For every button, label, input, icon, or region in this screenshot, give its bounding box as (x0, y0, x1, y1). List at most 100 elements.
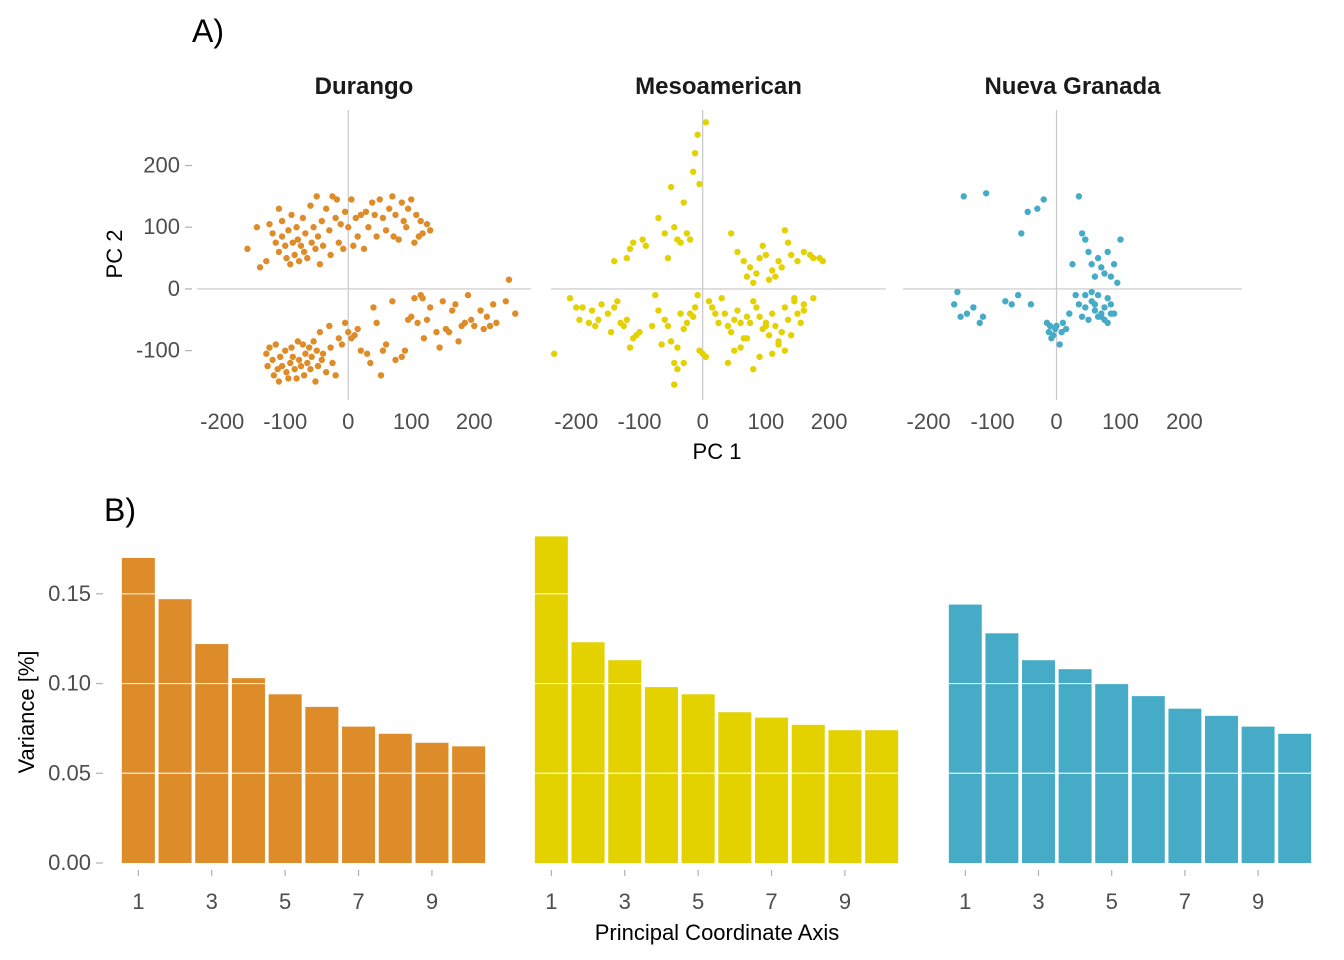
scatter-point (327, 344, 334, 351)
scatter-point (302, 230, 309, 237)
scatter-point (642, 242, 650, 249)
scatter-point (756, 254, 763, 262)
scatter-point (376, 196, 383, 203)
x-tick-label: 1 (959, 889, 971, 914)
scatter-point (1072, 291, 1079, 299)
variance-bar (158, 599, 192, 863)
scatter-point (1040, 196, 1047, 203)
scatter-point (295, 356, 303, 364)
scatter-point (694, 291, 701, 299)
scatter-point (762, 251, 770, 259)
scatter-point (794, 310, 801, 317)
scatter-point (316, 261, 324, 268)
scatter-point (677, 239, 684, 246)
scatter-point (439, 298, 446, 305)
scatter-point (357, 347, 365, 354)
scatter-point (623, 254, 631, 262)
scatter-point (426, 304, 434, 311)
scatter-y-axis-title: PC 2 (102, 230, 127, 279)
scatter-point (505, 276, 513, 283)
scatter-point (278, 217, 286, 225)
scatter-point (1034, 205, 1041, 212)
variance-bar (231, 678, 265, 863)
scatter-point (278, 362, 286, 370)
variance-bar (1131, 696, 1165, 863)
scatter-point (781, 304, 789, 311)
scatter-point (350, 242, 357, 249)
scatter-point (778, 264, 785, 271)
panel-label-b: B) (104, 492, 136, 528)
scatter-point (721, 310, 729, 317)
scatter-point (1018, 230, 1025, 237)
scatter-point (1027, 301, 1035, 308)
variance-bar (268, 694, 302, 863)
scatter-point (674, 365, 681, 373)
scatter-point (731, 347, 738, 354)
scatter-point (734, 307, 741, 314)
scatter-point (664, 254, 672, 262)
scatter-point (598, 301, 605, 308)
scatter-point (1014, 291, 1022, 299)
variance-bar (378, 733, 412, 863)
scatter-point (285, 375, 292, 382)
scatter-point (1069, 261, 1076, 268)
scatter-point (772, 322, 779, 330)
scatter-point (408, 196, 415, 203)
scatter-point (819, 257, 826, 265)
scatter-point (1046, 322, 1054, 330)
x-tick-label: 3 (206, 889, 218, 914)
x-tick-label: 100 (748, 409, 785, 434)
scatter-point (263, 257, 270, 265)
scatter-point (304, 254, 311, 262)
scatter-point (1088, 261, 1095, 268)
scatter-point (1059, 319, 1067, 327)
scatter-facet-nueva-granada: Nueva Granada -200 -100 0 100 200 (903, 73, 1242, 434)
scatter-point (365, 224, 372, 231)
scatter-point (1085, 248, 1092, 256)
scatter-point (308, 239, 315, 246)
scatter-point (275, 248, 283, 256)
scatter-point (283, 369, 290, 376)
scatter-point (607, 328, 615, 336)
scatter-point (433, 328, 440, 336)
scatter-point (705, 298, 713, 305)
facet-strip-label: Nueva Granada (984, 73, 1161, 100)
x-tick-label: 200 (456, 409, 493, 434)
scatter-point (674, 344, 681, 351)
y-tick-label: 0.05 (48, 760, 91, 785)
x-tick-label: -200 (907, 409, 951, 434)
scatter-point (340, 245, 347, 253)
scatter-point (750, 298, 757, 305)
variance-bar (718, 712, 752, 863)
panel-label-a: A) (192, 13, 224, 49)
scatter-point (445, 328, 453, 336)
scatter-point (1117, 236, 1124, 243)
scatter-point (310, 224, 317, 231)
variance-bar (1168, 708, 1202, 863)
scatter-point (636, 328, 643, 336)
scatter-point (743, 273, 751, 280)
scatter-point (322, 369, 330, 376)
y-tick-label: 100 (143, 214, 180, 239)
scatter-point (295, 257, 303, 265)
scatter-point (327, 251, 334, 259)
scatter-point (379, 347, 387, 354)
x-tick-label: 0 (1050, 409, 1062, 434)
scatter-point (305, 344, 313, 351)
scatter-point (371, 211, 378, 219)
scatter-point (289, 239, 296, 246)
scatter-point (293, 375, 300, 382)
variance-bar (865, 730, 899, 863)
scatter-point (244, 245, 251, 253)
scatter-point (310, 338, 317, 345)
scatter-point (708, 304, 716, 311)
scatter-point (461, 319, 469, 327)
scatter-point (769, 310, 776, 317)
scatter-point (354, 325, 361, 333)
scatter-point (680, 199, 687, 206)
scatter-point (1107, 273, 1115, 280)
x-tick-label: -100 (617, 409, 661, 434)
scatter-point (1075, 301, 1083, 308)
scatter-facet-mesoamerican: Mesoamerican -200 -100 0 100 200 (550, 73, 886, 434)
scatter-point (263, 350, 270, 357)
